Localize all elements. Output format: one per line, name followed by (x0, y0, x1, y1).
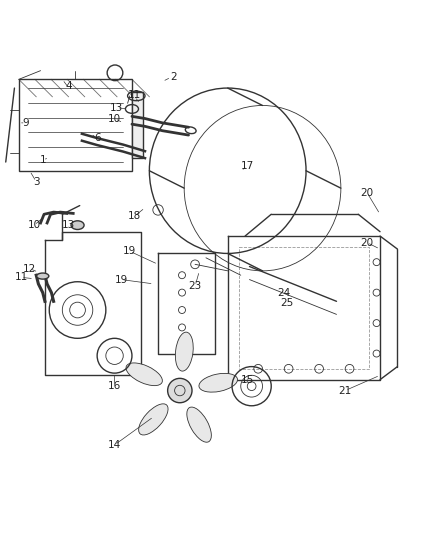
Text: 17: 17 (240, 161, 254, 172)
Ellipse shape (187, 407, 212, 442)
Text: 3: 3 (33, 176, 39, 187)
Text: 12: 12 (23, 264, 36, 273)
Ellipse shape (37, 273, 49, 279)
FancyBboxPatch shape (132, 92, 143, 158)
Text: 21: 21 (339, 385, 352, 395)
Text: 14: 14 (108, 440, 121, 450)
Text: 25: 25 (280, 298, 293, 309)
Text: 24: 24 (278, 288, 291, 297)
Ellipse shape (71, 221, 84, 230)
Text: 16: 16 (108, 381, 121, 391)
Text: 11: 11 (14, 272, 28, 282)
Ellipse shape (175, 332, 193, 371)
Text: 11: 11 (127, 90, 141, 100)
FancyBboxPatch shape (19, 79, 132, 171)
Text: 4: 4 (66, 81, 72, 91)
Text: 13: 13 (110, 103, 124, 112)
Text: 10: 10 (28, 220, 41, 230)
Text: 19: 19 (123, 246, 136, 256)
Text: 6: 6 (94, 133, 100, 143)
Ellipse shape (126, 363, 162, 385)
Text: 1: 1 (39, 155, 46, 165)
Text: 18: 18 (127, 212, 141, 221)
Text: 15: 15 (240, 375, 254, 385)
Text: 19: 19 (114, 274, 128, 285)
Ellipse shape (199, 374, 237, 392)
Circle shape (168, 378, 192, 403)
Text: 20: 20 (360, 238, 374, 247)
Text: 2: 2 (170, 72, 177, 82)
Text: 10: 10 (108, 114, 121, 124)
Text: 20: 20 (360, 188, 374, 198)
Text: 23: 23 (188, 281, 201, 291)
Text: 9: 9 (22, 118, 28, 128)
Text: 13: 13 (62, 220, 75, 230)
Ellipse shape (139, 404, 168, 435)
